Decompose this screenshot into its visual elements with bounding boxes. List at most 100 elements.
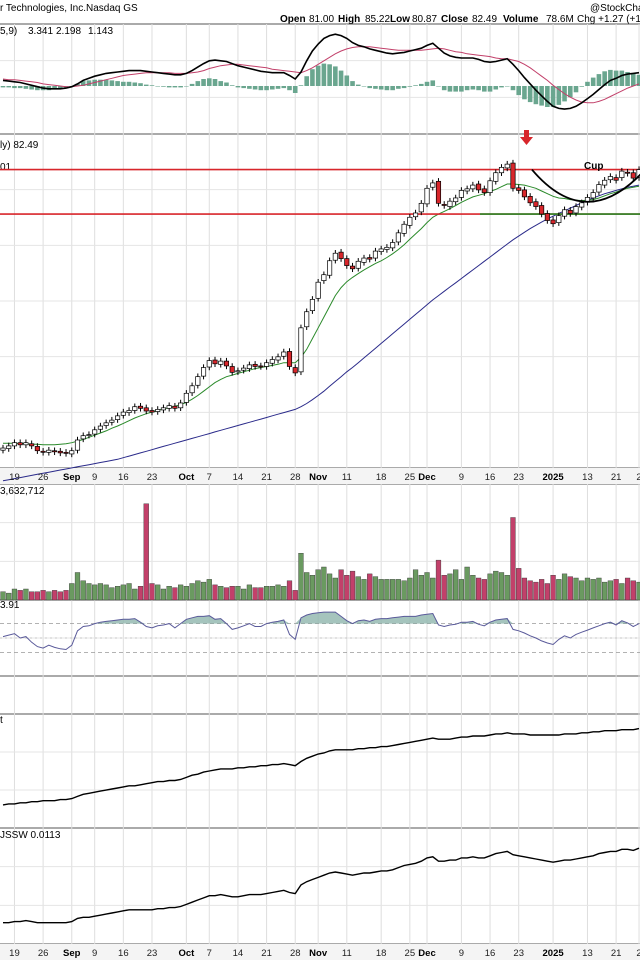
axis-tick-label: 21 (261, 472, 272, 483)
macd-histogram-bar (247, 86, 252, 89)
volume-bar (223, 587, 230, 601)
axis-band (0, 944, 640, 960)
volume-panel-label: 3,632,712 (0, 486, 45, 497)
macd-histogram-bar (275, 86, 281, 89)
axis-tick-label: 23 (513, 948, 524, 959)
volume-bar (92, 584, 98, 601)
volume-bar (183, 586, 189, 601)
volume-value: 78.6M (546, 14, 574, 25)
candlestick (367, 257, 373, 260)
candlestick (212, 359, 218, 365)
candlestick (556, 215, 562, 223)
macd-histogram-bar (596, 74, 602, 86)
volume-bar (252, 587, 258, 601)
volume-bar (155, 584, 161, 601)
volume-bar (166, 586, 172, 601)
macd-histogram-bar (172, 86, 178, 88)
relative-strength-line (3, 847, 640, 924)
macd-histogram-bar (184, 86, 189, 87)
volume-bar (126, 583, 132, 601)
volume-bar (304, 572, 310, 601)
macd-histogram-bar (550, 86, 556, 107)
axis-tick-label: Oct (178, 948, 195, 959)
macd-histogram-bar (103, 79, 109, 86)
volume-bar (241, 588, 247, 601)
candlestick (189, 385, 195, 394)
candlestick (258, 365, 264, 368)
candlestick (52, 450, 58, 453)
axis-tick-label: 9 (92, 948, 97, 959)
macd-histogram-bar (270, 86, 275, 90)
macd-histogram-bar (126, 81, 132, 86)
candlestick (92, 429, 98, 435)
candlestick (516, 187, 522, 191)
volume-bar (556, 579, 562, 601)
axis-tick-label: 11 (342, 948, 352, 959)
exchange-label: Nasdaq GS (86, 3, 138, 14)
candlestick (6, 445, 12, 449)
macd-value-1: 3.341 (28, 26, 53, 37)
macd-histogram-bar (355, 84, 361, 86)
macd-histogram-bar (533, 86, 539, 105)
volume-bar (533, 581, 539, 601)
macd-histogram-bar (310, 69, 315, 86)
volume-bar (286, 580, 293, 601)
macd-histogram-bar (447, 86, 453, 92)
candlestick (613, 177, 619, 181)
axis-tick-label: 25 (405, 948, 416, 959)
candlestick (69, 450, 75, 455)
candlestick (97, 425, 103, 430)
macd-signal-line (2, 46, 640, 104)
macd-histogram-bar (464, 86, 470, 91)
candlestick (544, 213, 550, 221)
macd-param-label: 5,9) (0, 26, 17, 37)
macd-histogram-bar (58, 86, 63, 89)
macd-histogram-bar (579, 86, 585, 87)
candlestick (160, 407, 166, 411)
macd-histogram-bar (636, 74, 640, 86)
volume-bar (11, 588, 18, 601)
date-axis-bottom: 19 26 Sep 9 16 23 Oct 7 14 21 28 Nov 11 18 25 Dec 9 16 23 2… (9, 948, 640, 959)
candlestick (229, 366, 235, 373)
volume-bar (430, 577, 436, 601)
macd-histogram-bar (367, 86, 373, 89)
candlestick (166, 405, 172, 409)
axis-tick-label: 16 (485, 472, 496, 483)
candlestick (349, 265, 356, 270)
candlestick (372, 250, 379, 259)
candlestick (327, 260, 333, 276)
volume-bar (498, 572, 505, 601)
candlestick (619, 170, 625, 178)
macd-histogram-bar (178, 86, 183, 88)
price-panel-sublabel: 01 (0, 162, 12, 173)
axis-tick-label: 11 (342, 472, 352, 483)
volume-bar (309, 575, 316, 601)
volume-bar (229, 586, 235, 601)
macd-histogram-bar (166, 86, 172, 88)
candlestick (29, 443, 35, 447)
axis-tick-label: 9 (92, 472, 97, 483)
volume-bar (596, 577, 602, 601)
candlestick (418, 202, 424, 213)
candlestick (378, 248, 384, 252)
volume-bar (327, 573, 333, 601)
candlestick (23, 442, 29, 446)
candlestick (137, 405, 144, 409)
macd-histogram-bar (161, 86, 166, 87)
axis-tick-label: 23 (147, 948, 158, 959)
candlestick (269, 359, 275, 364)
volume-bar (550, 575, 556, 601)
rel-panel-label: JSSW 0.0113 (0, 830, 61, 841)
axis-tick-label: 9 (459, 948, 464, 959)
candlestick (172, 405, 178, 409)
volume-bar (160, 588, 167, 601)
macd-histogram-bar (218, 81, 224, 86)
candlestick (567, 209, 573, 214)
macd-panel (0, 33, 640, 110)
date-axis-top: 19 26 Sep 9 16 23 Oct 7 14 21 28 Nov 11 18 25 Dec 9 16 23 2… (9, 472, 640, 483)
volume-bar (23, 588, 29, 601)
candlestick (504, 163, 510, 169)
candlestick (286, 351, 293, 367)
volume-bar (630, 580, 636, 601)
